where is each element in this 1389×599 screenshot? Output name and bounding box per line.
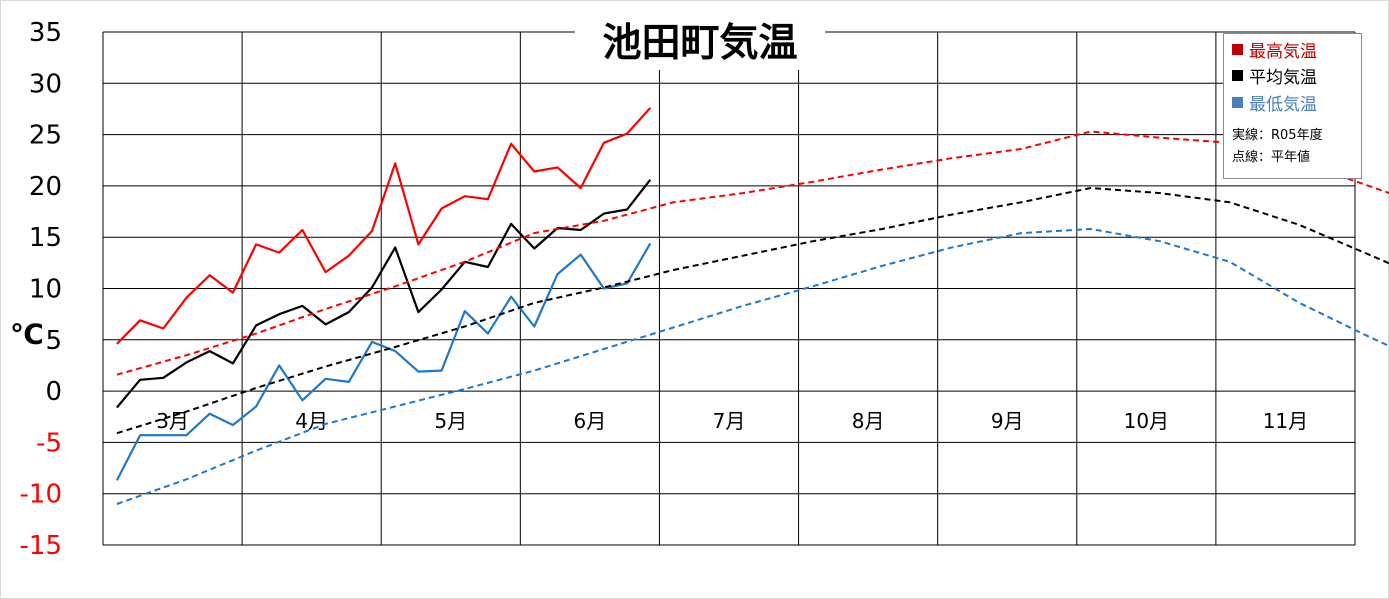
series-line-2	[115, 242, 652, 481]
y-tick-label: 15	[29, 223, 62, 253]
x-month-label: 11月	[1263, 409, 1308, 433]
x-month-label: 3月	[156, 409, 189, 433]
legend-note-dashed: 点線：平年値	[1232, 150, 1311, 165]
legend: 最高気温 平均気温 最低気温 実線：R05年度 点線：平年値	[1223, 33, 1362, 179]
legend-label-avg: 平均気温	[1249, 67, 1317, 88]
y-tick-label: -15	[20, 531, 62, 561]
chart-title: 池田町気温	[575, 18, 825, 70]
y-axis-unit-label: ℃	[10, 318, 44, 351]
legend-swatch-min	[1232, 96, 1243, 108]
y-tick-label: 10	[29, 275, 62, 305]
x-month-label: 5月	[434, 409, 467, 433]
y-tick-label: 20	[29, 172, 62, 202]
y-tick-label: 25	[29, 121, 62, 151]
legend-swatch-avg	[1232, 69, 1243, 81]
legend-item-avg: 平均気温	[1232, 64, 1317, 88]
series-line-4	[116, 187, 1389, 435]
series-line-3	[116, 130, 1389, 376]
x-month-label: 9月	[991, 409, 1024, 433]
y-tick-label: -5	[36, 428, 62, 458]
legend-item-max: 最高気温	[1232, 38, 1317, 62]
series-line-0	[116, 107, 652, 345]
legend-label-max: 最高気温	[1249, 41, 1317, 62]
series-line-5	[116, 228, 1389, 505]
x-month-label: 8月	[852, 409, 885, 433]
legend-note-solid: 実線：R05年度	[1232, 128, 1323, 143]
y-tick-label: 30	[29, 69, 62, 99]
legend-swatch-max	[1232, 43, 1243, 55]
legend-label-min: 最低気温	[1249, 94, 1317, 115]
series-line-1	[116, 179, 652, 409]
y-tick-label: 0	[45, 377, 62, 407]
x-month-label: 4月	[295, 409, 328, 433]
legend-item-min: 最低気温	[1232, 91, 1317, 115]
y-tick-label: 35	[29, 18, 62, 48]
x-month-label: 6月	[574, 409, 607, 433]
y-tick-label: -10	[20, 480, 62, 510]
y-tick-label: 5	[45, 326, 62, 356]
x-month-label: 10月	[1124, 409, 1169, 433]
x-month-label: 7月	[713, 409, 746, 433]
